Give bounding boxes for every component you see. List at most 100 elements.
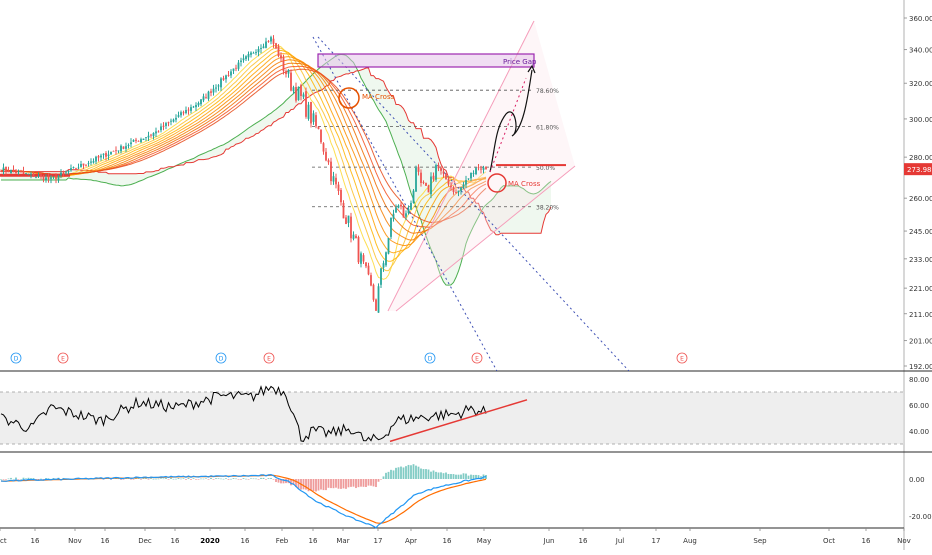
macd-histogram-bar (25, 478, 27, 479)
macd-tick-label: -20.00 (909, 513, 932, 521)
candle-body (452, 187, 455, 192)
macd-histogram-bar (5, 479, 7, 480)
macd-histogram-bar (462, 473, 465, 479)
macd-histogram-bar (402, 467, 405, 479)
candle-body (332, 176, 335, 182)
macd-histogram-bar (380, 479, 382, 480)
macd-histogram-bar (42, 479, 45, 480)
candle-body (190, 107, 192, 111)
time-tick-label: 16 (443, 537, 452, 545)
macd-histogram-bar (395, 467, 397, 479)
ma-cross-circle-2 (487, 173, 507, 193)
candle-body (47, 176, 50, 179)
macd-histogram-bar (197, 479, 200, 480)
candle-body (162, 125, 165, 127)
time-tick-label: ct (0, 537, 7, 545)
macd-histogram-bar (412, 464, 415, 479)
candle-body (70, 168, 72, 171)
ma-ribbon (0, 44, 487, 280)
macd-histogram-bar (215, 478, 217, 479)
time-tick-label: Jul (615, 537, 625, 545)
macd-histogram-bar (385, 472, 387, 479)
candle-body (227, 75, 230, 77)
candle-body (145, 137, 147, 138)
macd-histogram-bar (147, 479, 150, 480)
candle-body (55, 176, 57, 179)
macd-histogram-bar (187, 477, 190, 479)
macd-histogram-bar (200, 478, 202, 480)
candle-body (22, 171, 25, 174)
candle-body (410, 202, 412, 210)
candle-body (210, 91, 212, 93)
macd-histogram-bar (420, 468, 422, 479)
macd-pane[interactable] (0, 464, 487, 529)
candle-body (15, 171, 17, 174)
candle-body (342, 202, 345, 219)
event-marker-label: E (475, 356, 479, 363)
candle-body (127, 145, 130, 146)
fib-level-label: 38.20% (536, 205, 559, 212)
macd-histogram-bar (325, 479, 327, 491)
time-tick-label: 16 (101, 537, 110, 545)
price-gap-label: Price Gap (503, 58, 537, 66)
current-price-label: 273.98 (907, 166, 932, 174)
macd-histogram-bar (157, 478, 160, 480)
macd-histogram-bar (472, 474, 475, 479)
time-tick-label: 16 (171, 537, 180, 545)
candle-body (472, 173, 475, 174)
candle-body (230, 71, 232, 76)
macd-histogram-bar (130, 479, 132, 480)
macd-histogram-bar (12, 478, 15, 480)
time-tick-label: Oct (823, 537, 835, 545)
price-tick-label: 245.00 (909, 228, 932, 236)
candle-body (462, 184, 465, 188)
candle-body (337, 184, 340, 191)
candle-body (287, 69, 290, 74)
time-tick-label: Sep (753, 537, 767, 545)
candle-body (110, 152, 112, 155)
macd-tick-label: 0.00 (909, 476, 925, 484)
candle-body (300, 85, 302, 96)
candle-body (92, 161, 95, 163)
event-marker-label: E (680, 356, 684, 363)
candle-body (160, 126, 162, 131)
candle-body (50, 177, 52, 179)
candle-body (75, 168, 77, 170)
macd-histogram-bar (245, 478, 247, 480)
rsi-tick-label: 60.00 (909, 402, 929, 410)
candle-body (12, 169, 15, 172)
macd-histogram-bar (180, 478, 182, 480)
candles[interactable] (0, 35, 487, 313)
candle-body (240, 60, 242, 63)
time-tick-label: May (477, 537, 491, 545)
candle-body (80, 163, 82, 167)
macd-histogram-bar (377, 479, 380, 482)
candle-body (90, 161, 92, 163)
candle-body (267, 41, 270, 42)
candle-body (157, 131, 160, 133)
macd-histogram-bar (195, 479, 197, 480)
macd-histogram-bar (382, 476, 385, 479)
candle-body (355, 235, 357, 239)
forecast-arrow (489, 69, 533, 173)
macd-histogram-bar (295, 479, 297, 488)
rsi-pane[interactable] (0, 385, 904, 445)
candle-body (225, 75, 227, 80)
rsi-tick-label: 40.00 (909, 428, 929, 436)
macd-histogram-bar (247, 479, 250, 480)
time-tick-label: Nov (897, 537, 911, 545)
candle-body (440, 167, 442, 171)
candle-body (292, 87, 295, 92)
macd-histogram-bar (120, 479, 122, 480)
candle-body (222, 78, 225, 80)
macd-histogram-bar (165, 477, 167, 479)
macd-histogram-bar (17, 479, 20, 480)
rsi-line (0, 385, 487, 442)
candle-body (450, 185, 452, 187)
candle-body (67, 170, 70, 172)
candle-body (2, 167, 5, 171)
candle-body (305, 91, 307, 117)
candle-body (72, 167, 75, 168)
